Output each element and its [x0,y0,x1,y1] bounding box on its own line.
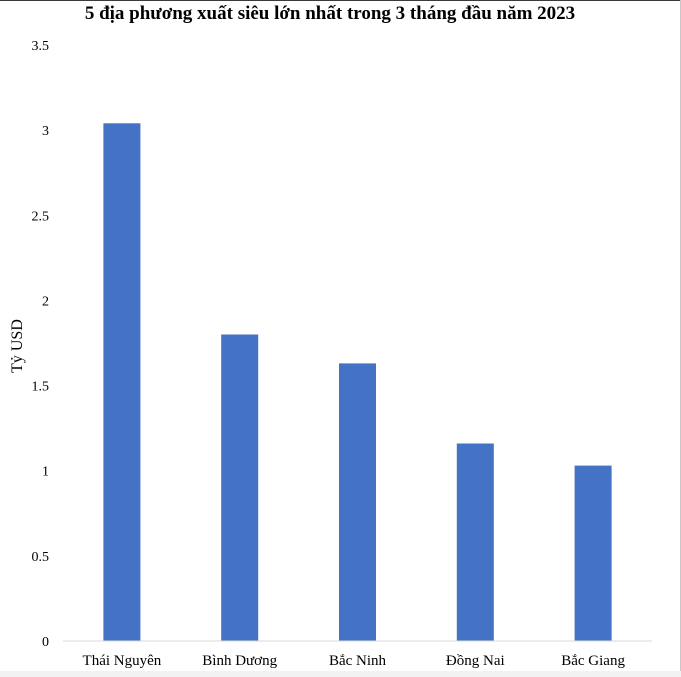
chart-title: 5 địa phương xuất siêu lớn nhất trong 3 … [85,3,575,24]
x-tick-label: Đồng Nai [446,653,505,669]
bar [456,443,494,641]
bar [221,334,259,641]
x-axis-labels: Thái Nguyên Bình Dương Bắc Ninh Đồng Nai Bắc… [83,653,626,669]
y-tick-label: 3 [42,124,49,139]
top-border [0,0,681,1]
y-axis-label: Tỷ USD [9,319,26,373]
y-tick-label: 2.5 [32,209,50,224]
y-tick-label: 1 [42,465,49,480]
x-tick-label: Thái Nguyên [83,653,162,669]
y-axis-ticks: 0 0.5 1 1.5 2 2.5 3 3.5 [32,39,50,650]
bar [103,123,141,642]
y-tick-label: 2 [42,294,49,309]
bar [339,363,376,641]
bottom-strip [0,671,681,677]
bars-group [103,123,612,642]
x-tick-label: Bình Dương [202,653,277,669]
y-tick-label: 1.5 [32,380,50,395]
bar [574,465,612,641]
y-tick-label: 0.5 [32,550,50,565]
y-tick-label: 3.5 [32,39,50,54]
y-tick-label: 0 [42,635,49,650]
x-tick-label: Bắc Ninh [329,653,387,669]
x-tick-label: Bắc Giang [561,653,625,669]
